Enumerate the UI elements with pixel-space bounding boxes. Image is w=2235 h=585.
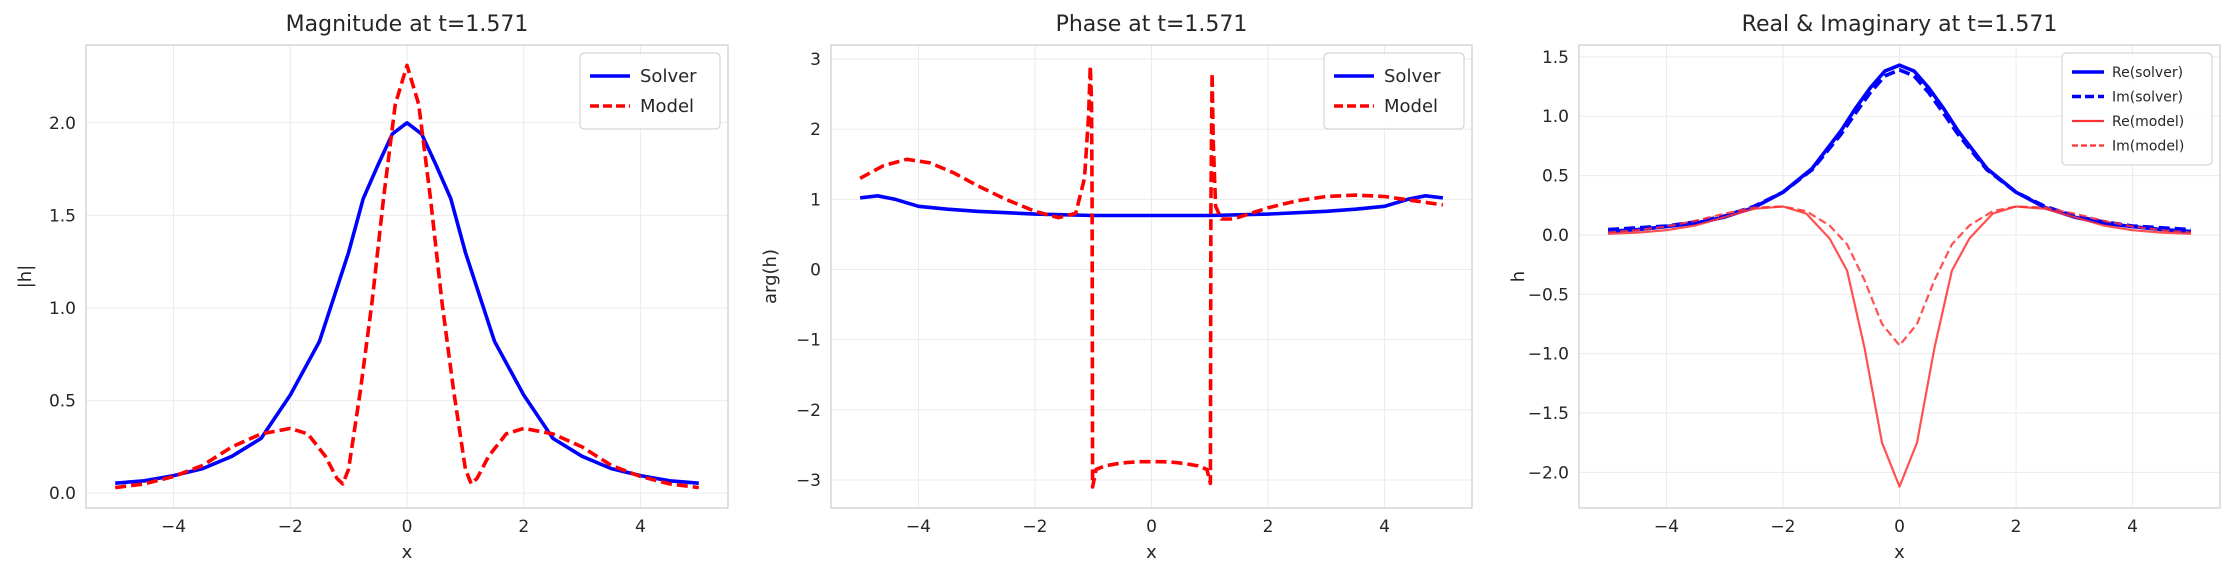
- y-tick-label: 2.0: [49, 114, 76, 134]
- plot-frame: [85, 44, 729, 509]
- y-tick-label: 1.0: [1542, 107, 1569, 127]
- plot-frame: [830, 44, 1473, 509]
- y-tick-label: −3: [796, 471, 821, 491]
- y-axis-label: arg(h): [760, 249, 781, 304]
- y-tick-label: 2: [810, 120, 821, 140]
- y-tick-label: 1.5: [1542, 48, 1569, 68]
- y-tick-label: −1.0: [1528, 345, 1569, 365]
- x-tick-label: −4: [161, 517, 186, 537]
- series-line-re-model-: [1608, 205, 2191, 488]
- y-tick-label: 1.5: [49, 206, 76, 226]
- x-axis-label: x: [1894, 542, 1905, 563]
- plot-frame: [1578, 44, 2221, 509]
- legend-box: [1323, 52, 1465, 130]
- legend-label: Re(model): [2112, 114, 2184, 130]
- legend-box: [2061, 52, 2213, 166]
- series-line-solver: [115, 121, 699, 485]
- chart-title: Real & Imaginary at t=1.571: [1742, 12, 2058, 37]
- x-tick-label: −2: [1770, 517, 1795, 537]
- series-line-model: [859, 64, 1444, 489]
- series-line-im-model-: [1608, 205, 2191, 347]
- legend-box: [579, 52, 721, 130]
- x-tick-label: −2: [1022, 517, 1047, 537]
- x-tick-label: 0: [402, 517, 413, 537]
- chart-panel-2: −4 −2 0 2 4 −3 −2 −1 0 1 2 3 x arg(h) Phase at t=1.571…: [760, 12, 1473, 563]
- x-axis-label: x: [402, 542, 413, 563]
- x-tick-label: 2: [2011, 517, 2022, 537]
- chart-title: Magnitude at t=1.571: [286, 12, 529, 37]
- x-tick-label: −4: [906, 517, 931, 537]
- legend: Solver Model: [1323, 52, 1465, 130]
- x-tick-label: 4: [635, 517, 646, 537]
- legend: Re(solver) Im(solver) Re(model) Im(model): [2061, 52, 2213, 166]
- y-tick-label: −1.5: [1528, 404, 1569, 424]
- series-line-model: [114, 63, 700, 490]
- x-tick-label: 0: [1146, 517, 1157, 537]
- y-tick-label: 0.5: [49, 392, 76, 412]
- x-tick-label: 4: [1379, 517, 1390, 537]
- y-tick-label: 0.0: [1542, 226, 1569, 246]
- y-axis-label: h: [1508, 271, 1529, 282]
- y-tick-label: 0.5: [1542, 167, 1569, 187]
- x-tick-label: 4: [2127, 517, 2138, 537]
- y-axis-label: |h|: [15, 265, 36, 289]
- y-tick-label: −2: [796, 401, 821, 421]
- legend-label: Solver: [640, 66, 697, 87]
- y-tick-label: 0.0: [49, 484, 76, 504]
- y-tick-label: 1.0: [49, 299, 76, 319]
- x-tick-label: 2: [1263, 517, 1274, 537]
- series-line-solver: [859, 194, 1444, 218]
- legend-label: Solver: [1384, 66, 1441, 87]
- legend-label: Re(solver): [2112, 65, 2183, 81]
- x-tick-label: 2: [518, 517, 529, 537]
- chart-panel-3: −4 −2 0 2 4 −2.0 −1.5 −1.0 −0.5 0.0 0.5 1.0 1.5 x h Rea…: [1508, 12, 2221, 563]
- y-tick-label: 3: [810, 50, 821, 70]
- x-tick-label: −4: [1654, 517, 1679, 537]
- y-tick-label: −0.5: [1528, 285, 1569, 305]
- y-tick-label: 0: [810, 260, 821, 280]
- legend-label: Model: [640, 96, 694, 117]
- x-tick-label: 0: [1894, 517, 1905, 537]
- legend: Solver Model: [579, 52, 721, 130]
- y-tick-label: 1: [810, 190, 821, 210]
- y-tick-label: −2.0: [1528, 463, 1569, 483]
- chart-title: Phase at t=1.571: [1056, 12, 1248, 37]
- x-tick-label: −2: [278, 517, 303, 537]
- x-axis-label: x: [1146, 542, 1157, 563]
- y-tick-label: −1: [796, 331, 821, 351]
- legend-label: Model: [1384, 96, 1438, 117]
- legend-label: Im(solver): [2112, 90, 2183, 106]
- legend-label: Im(model): [2112, 139, 2184, 155]
- chart-panel-1: −4 −2 0 2 4 0.0 0.5 1.0 1.5 2.0 x |h| Magnitude at t…: [15, 12, 729, 563]
